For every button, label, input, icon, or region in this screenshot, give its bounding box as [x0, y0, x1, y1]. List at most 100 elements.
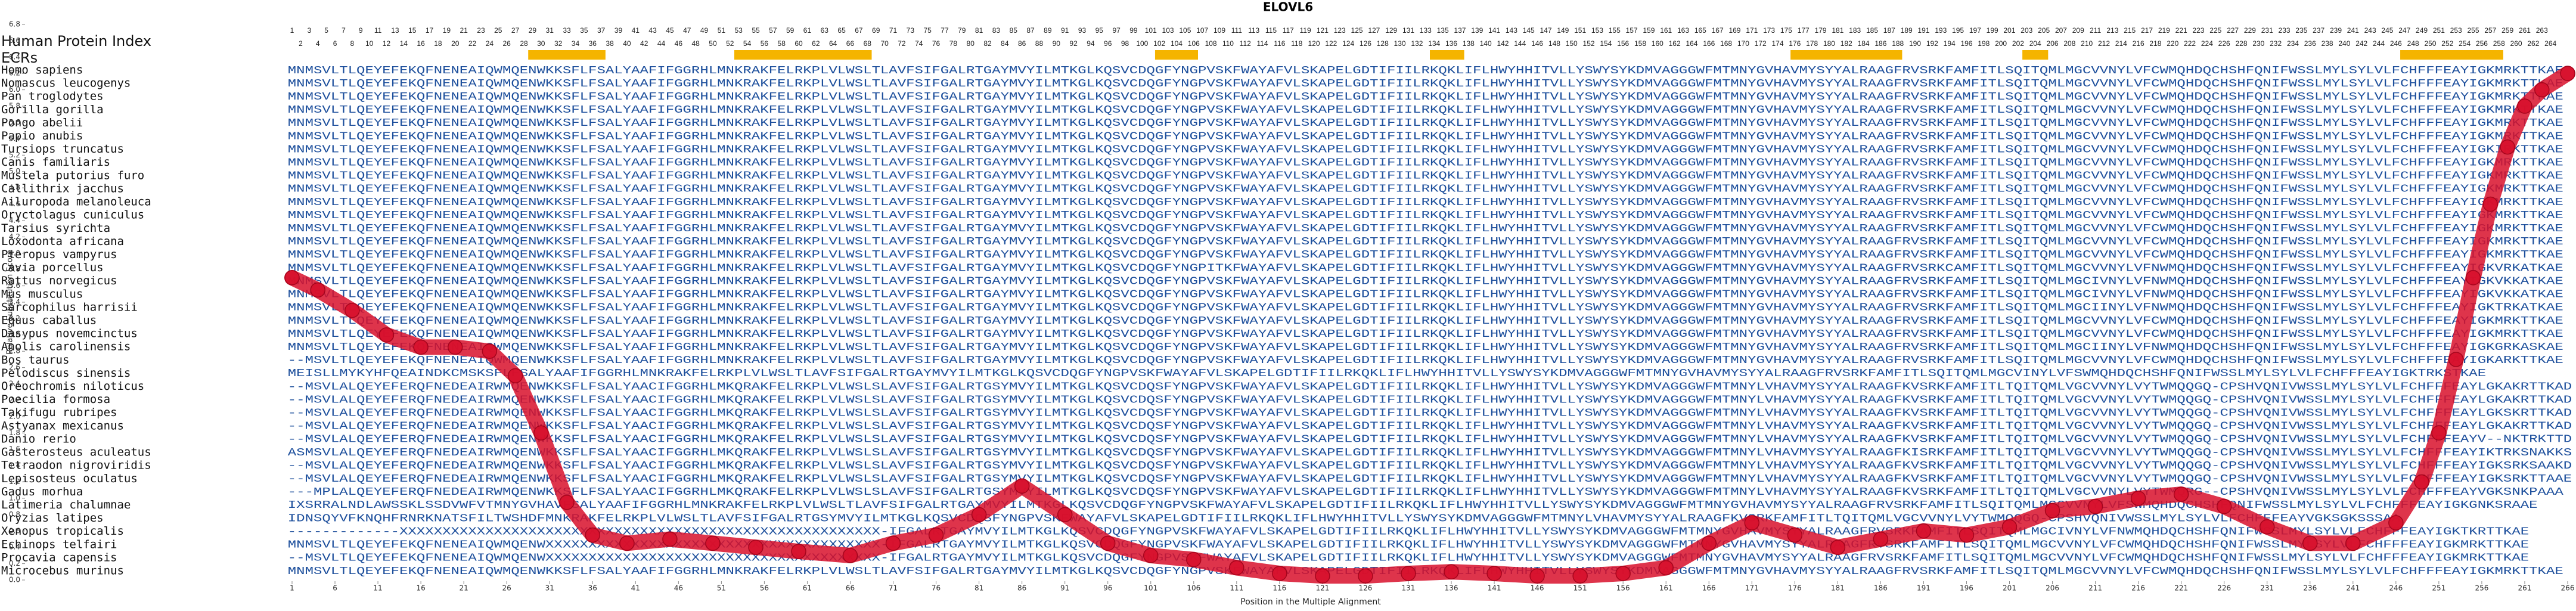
index-number: 114 — [1256, 39, 1268, 48]
score-point — [482, 343, 498, 359]
ecr-bar — [2400, 50, 2503, 60]
index-number: 203 — [2021, 26, 2032, 35]
index-number: 256 — [2476, 39, 2488, 48]
x-tick-label: 106 — [1187, 584, 1200, 593]
index-number: 244 — [2373, 39, 2385, 48]
x-tick-label: 16 — [416, 584, 425, 593]
index-number: 82 — [983, 39, 992, 48]
x-tick-label: 136 — [1445, 584, 1458, 593]
species-name: Tetraodon nigroviridis — [1, 459, 151, 472]
score-point — [1014, 478, 1030, 494]
score-point — [1658, 560, 1674, 576]
sequence: --MSVLTLQEYEFEKQFNENEAIQWMQENWKKSFLFSALY… — [288, 355, 2563, 367]
index-number: 213 — [2106, 26, 2118, 35]
index-number: 67 — [855, 26, 863, 35]
score-point — [2345, 535, 2361, 551]
index-number: 173 — [1763, 26, 1775, 35]
y-tick-label: 2.8 — [9, 347, 20, 355]
sequence: MNMSVLTLQEYEFEKQFNENEAIQWMQENWKKSFLFSALY… — [288, 157, 2563, 169]
score-point — [1486, 566, 1502, 581]
index-number: 231 — [2261, 26, 2273, 35]
sequence: IXSRRALNDLAWSSKLSSDVWFVTMNYGVHAVFSALYAAF… — [288, 500, 2538, 511]
index-number: 157 — [1626, 26, 1638, 35]
index-number: 208 — [2063, 39, 2075, 48]
score-point — [2414, 474, 2429, 490]
score-point — [2173, 486, 2189, 502]
x-tick-label: 261 — [2518, 584, 2532, 593]
index-number: 7 — [342, 26, 346, 35]
index-number: 64 — [829, 39, 837, 48]
index-number: 177 — [1798, 26, 1810, 35]
score-point — [2259, 519, 2275, 535]
species-name: Pan troglodytes — [1, 90, 104, 103]
ecr-label: ECRs — [1, 49, 38, 66]
y-tick-label: 1.8 — [9, 429, 20, 437]
index-number: 192 — [1926, 39, 1938, 48]
index-number: 98 — [1121, 39, 1129, 48]
index-number: 200 — [1995, 39, 2007, 48]
index-number: 226 — [2218, 39, 2230, 48]
index-number: 230 — [2252, 39, 2264, 48]
sequence: MNMSVLTLQEYEFEKQFNENEAIQWMQENWKKSFLFSALY… — [288, 315, 2563, 327]
index-number: 248 — [2407, 39, 2419, 48]
index-number: 55 — [752, 26, 760, 35]
y-tick-label: 5.6 — [9, 118, 20, 126]
y-tick-label: 6.0 — [9, 85, 20, 94]
index-number: 113 — [1248, 26, 1259, 35]
index-number: 220 — [2167, 39, 2178, 48]
index-number: 97 — [1112, 26, 1121, 35]
score-point — [2500, 139, 2515, 155]
index-number: 163 — [1677, 26, 1689, 35]
index-number: 250 — [2424, 39, 2436, 48]
index-number: 243 — [2364, 26, 2376, 35]
index-number: 142 — [1497, 39, 1509, 48]
index-number: 152 — [1583, 39, 1595, 48]
index-number: 91 — [1061, 26, 1069, 35]
index-number: 210 — [2081, 39, 2093, 48]
index-number: 143 — [1506, 26, 1517, 35]
index-number: 217 — [2141, 26, 2153, 35]
index-number: 133 — [1420, 26, 1432, 35]
index-number: 132 — [1411, 39, 1423, 48]
index-number: 218 — [2149, 39, 2161, 48]
species-name: Anolis carolinensis — [1, 340, 131, 353]
species-name: Cavia porcellus — [1, 261, 104, 274]
index-number: 124 — [1342, 39, 1354, 48]
index-number: 128 — [1377, 39, 1389, 48]
score-point — [2482, 196, 2499, 212]
index-number: 22 — [468, 39, 477, 48]
x-tick-label: 246 — [2389, 584, 2403, 593]
sequence: ---MPLALQEYEFERQFNEDEAIRWMQENWKKSFLFSALY… — [288, 486, 2563, 498]
index-number: 89 — [1044, 26, 1052, 35]
index-number: 199 — [1987, 26, 1998, 35]
species-name: Gorilla gorilla — [1, 103, 104, 116]
index-number: 46 — [675, 39, 683, 48]
index-number: 85 — [1010, 26, 1018, 35]
index-number: 60 — [794, 39, 803, 48]
index-number: 178 — [1806, 39, 1818, 48]
index-number: 53 — [735, 26, 743, 35]
score-point — [2448, 352, 2464, 367]
species-name: Mustela putorius furo — [1, 169, 144, 182]
index-number: 154 — [1600, 39, 1612, 48]
x-tick-label: 236 — [2303, 584, 2317, 593]
score-point — [1529, 568, 1545, 584]
index-number: 184 — [1858, 39, 1870, 48]
score-point — [447, 339, 463, 355]
y-tick-label: 0.6 — [9, 526, 20, 535]
index-number: 134 — [1428, 39, 1440, 48]
index-number: 209 — [2072, 26, 2084, 35]
species-name: Canis familiaris — [1, 156, 110, 169]
index-number: 92 — [1069, 39, 1078, 48]
x-tick-label: 231 — [2260, 584, 2274, 593]
species-name: Bos taurus — [1, 353, 69, 367]
index-number: 30 — [537, 39, 545, 48]
x-tick-label: 256 — [2475, 584, 2488, 593]
score-point — [2534, 82, 2550, 98]
index-number: 77 — [941, 26, 949, 35]
index-number: 235 — [2295, 26, 2307, 35]
x-tick-label: 111 — [1230, 584, 1243, 593]
index-number: 27 — [511, 26, 520, 35]
index-number: 185 — [1866, 26, 1878, 35]
index-number: 94 — [1087, 39, 1095, 48]
